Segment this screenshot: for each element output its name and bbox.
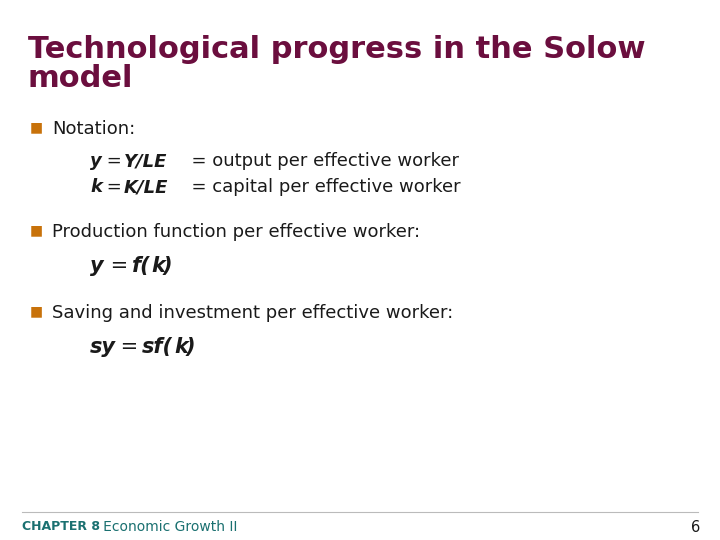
Text: = capital per effective worker: = capital per effective worker	[180, 178, 461, 196]
Text: Y/LE: Y/LE	[124, 152, 167, 170]
Text: k: k	[151, 256, 165, 276]
Text: Saving and investment per effective worker:: Saving and investment per effective work…	[52, 304, 454, 322]
Text: ■: ■	[30, 304, 43, 318]
Text: =: =	[114, 337, 145, 357]
Text: k: k	[90, 178, 102, 196]
Text: k: k	[174, 337, 188, 357]
Text: ■: ■	[30, 120, 43, 134]
Text: y: y	[90, 152, 102, 170]
Text: ): )	[163, 256, 173, 276]
Text: sf(: sf(	[142, 337, 173, 357]
Text: = output per effective worker: = output per effective worker	[180, 152, 459, 170]
Text: CHAPTER 8: CHAPTER 8	[22, 520, 100, 533]
Text: y: y	[90, 256, 104, 276]
Text: model: model	[28, 64, 133, 93]
Text: ): )	[186, 337, 196, 357]
Text: Technological progress in the Solow: Technological progress in the Solow	[28, 35, 646, 64]
Text: ■: ■	[30, 223, 43, 237]
Text: Notation:: Notation:	[52, 120, 135, 138]
Text: Economic Growth II: Economic Growth II	[90, 520, 238, 534]
Text: 6: 6	[690, 520, 700, 535]
Text: K/LE: K/LE	[124, 178, 168, 196]
Text: =: =	[101, 152, 127, 170]
Text: sy: sy	[90, 337, 116, 357]
Text: =: =	[101, 178, 127, 196]
Text: =: =	[104, 256, 135, 276]
Text: f(: f(	[132, 256, 150, 276]
Text: Production function per effective worker:: Production function per effective worker…	[52, 223, 420, 241]
